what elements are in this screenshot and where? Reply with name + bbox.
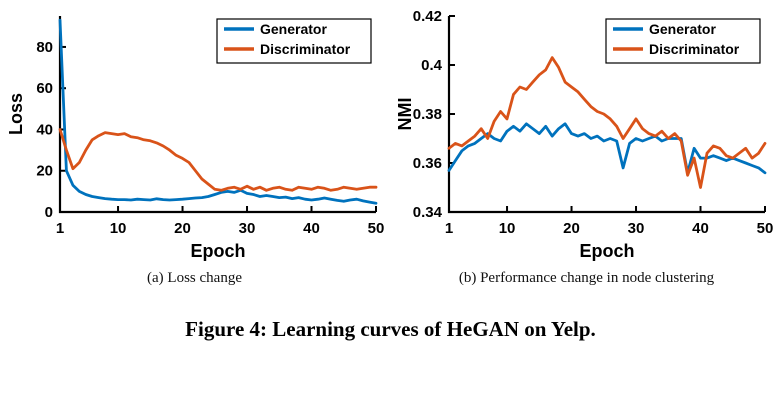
legend: Generator Discriminator	[216, 18, 372, 64]
legend-label-generator: Generator	[649, 21, 716, 37]
legend-label-discriminator: Discriminator	[260, 41, 351, 57]
y-tick-label: 40	[37, 121, 54, 138]
legend-label-generator: Generator	[260, 21, 327, 37]
legend-box	[605, 18, 761, 64]
x-tick-label: 20	[174, 220, 191, 237]
generator-line	[447, 122, 767, 175]
x-tick-label: 1	[445, 220, 453, 237]
y-tick-label: 0.42	[413, 8, 442, 25]
y-tick-label: 0.34	[413, 204, 443, 221]
figure-title: Figure 4: Learning curves of HeGAN on Ye…	[185, 317, 596, 341]
x-tick-label: 20	[563, 220, 580, 237]
discriminator-line	[58, 128, 378, 192]
x-tick-label: 50	[368, 220, 385, 237]
loss-chart: 1 10 20 30 40 50 0 20 40 60 80 Epoch Loss Generator Di…	[6, 16, 385, 261]
y-tick-label: 80	[37, 39, 54, 56]
caption-a: (a) Loss change	[147, 270, 242, 286]
nmi-chart: 1 10 20 30 40 50 0.34 0.36 0.38 0.4 0.42 Epoch NMI Ge…	[395, 8, 773, 261]
x-tick-label: 40	[303, 220, 320, 237]
captions-row: (a) Loss change (b) Performance change i…	[0, 270, 781, 287]
x-tick-label: 10	[110, 220, 127, 237]
y-tick-label: 20	[37, 163, 54, 180]
legend: Generator Discriminator	[605, 18, 761, 64]
legend-box	[216, 18, 372, 64]
charts-row: 1 10 20 30 40 50 0 20 40 60 80 Epoch Loss Generator Di…	[2, 6, 780, 268]
caption-b: (b) Performance change in node clusterin…	[458, 270, 715, 286]
loss-chart-block: 1 10 20 30 40 50 0 20 40 60 80 Epoch Loss Generator Di…	[2, 6, 391, 268]
y-tick-label: 0	[45, 204, 53, 221]
x-tick-label: 30	[627, 220, 644, 237]
y-axis-label: NMI	[395, 98, 415, 131]
y-tick-label: 0.4	[421, 57, 443, 74]
y-axis-label: Loss	[6, 93, 26, 135]
y-tick-label: 0.38	[413, 106, 442, 123]
x-tick-label: 1	[56, 220, 64, 237]
x-tick-label: 50	[756, 220, 773, 237]
discriminator-line	[447, 56, 767, 189]
nmi-chart-block: 1 10 20 30 40 50 0.34 0.36 0.38 0.4 0.42 Epoch NMI Ge…	[391, 6, 780, 268]
y-tick-label: 60	[37, 80, 54, 97]
y-tick-label: 0.36	[413, 155, 442, 172]
generator-line	[58, 18, 378, 205]
x-tick-label: 40	[692, 220, 709, 237]
x-tick-label: 10	[498, 220, 515, 237]
x-axis-label: Epoch	[579, 241, 634, 261]
x-axis-label: Epoch	[191, 241, 246, 261]
legend-label-discriminator: Discriminator	[649, 41, 740, 57]
x-tick-label: 30	[239, 220, 256, 237]
